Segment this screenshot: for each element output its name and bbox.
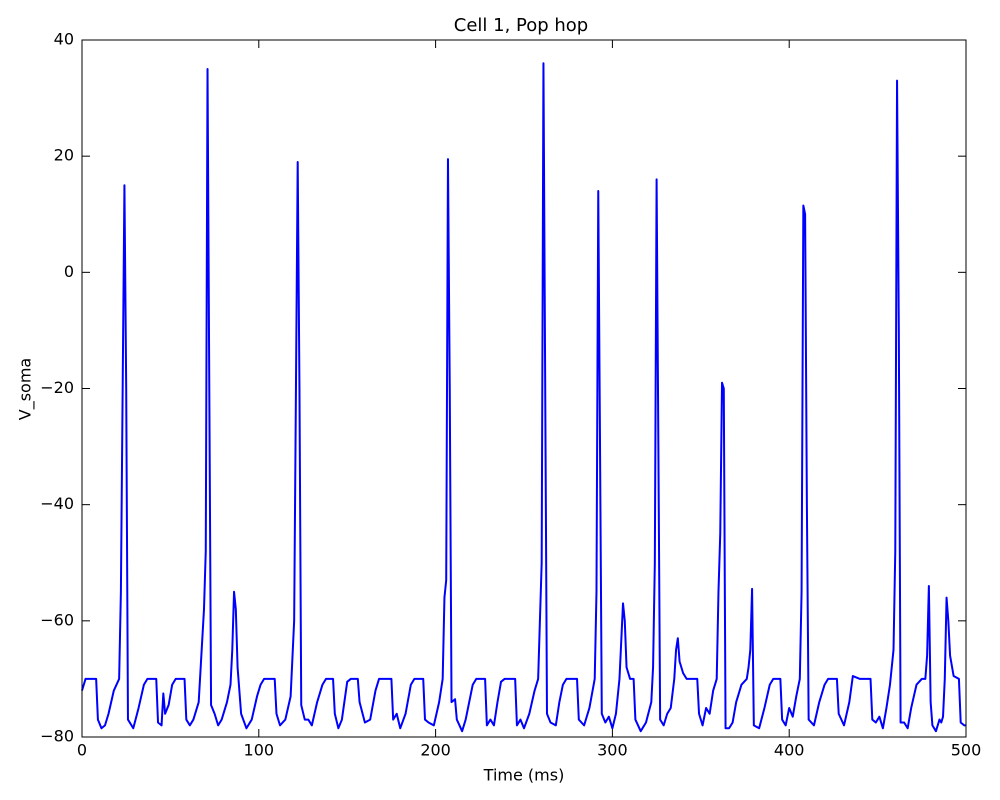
y-tick-label: 20 xyxy=(54,146,74,165)
y-tick-label: 40 xyxy=(54,30,74,49)
x-tick-label: 200 xyxy=(420,741,451,760)
x-axis-label: Time (ms) xyxy=(483,766,565,785)
x-tick-label: 0 xyxy=(77,741,87,760)
x-tick-label: 300 xyxy=(597,741,628,760)
y-tick-label: −20 xyxy=(40,378,74,397)
y-axis-label: V_soma xyxy=(16,358,36,420)
x-tick-label: 100 xyxy=(244,741,275,760)
plot-frame xyxy=(81,39,967,738)
series-line xyxy=(81,62,966,733)
y-tick-label: −60 xyxy=(40,610,74,629)
x-tick-label: 400 xyxy=(774,741,805,760)
chart-title: Cell 1, Pop hop xyxy=(454,15,588,36)
x-tick-label: 500 xyxy=(951,741,982,760)
y-tick-label: −80 xyxy=(40,727,74,746)
y-tick-label: −40 xyxy=(40,494,74,513)
y-tick-label: 0 xyxy=(64,262,74,281)
